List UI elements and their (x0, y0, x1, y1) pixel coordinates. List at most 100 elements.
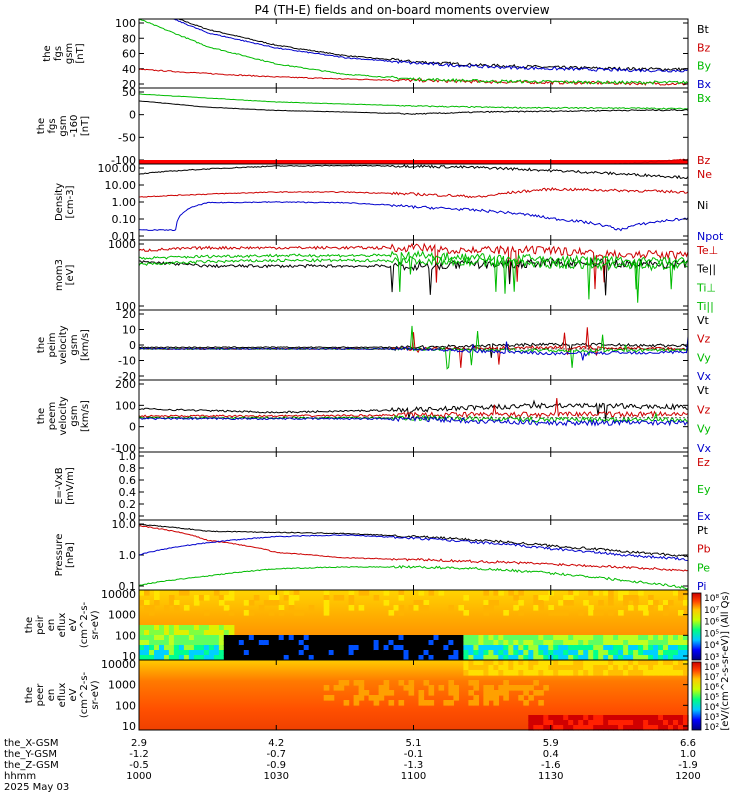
spectrogram-cell (648, 650, 654, 656)
spectrogram-cell (154, 595, 160, 601)
panel-tick-label: 1000 (108, 238, 136, 251)
spectrogram-cell (323, 655, 330, 661)
panel-tick-label: 80 (122, 32, 136, 45)
spectrogram-cell (543, 635, 549, 641)
panel-frame (138, 239, 689, 311)
spectrogram-cell (308, 635, 315, 641)
spectrogram-cell (468, 680, 474, 686)
spectrogram-cell (323, 645, 330, 651)
legend-entry: Bz (697, 154, 711, 167)
spectrogram-cell (383, 650, 390, 656)
spectrogram-cell (428, 640, 435, 646)
spectrogram-cell (508, 640, 514, 646)
spectrogram-cell (538, 645, 544, 651)
spectrogram-cell (383, 680, 390, 686)
spectrogram-cell (588, 670, 594, 676)
spectrogram-cell (543, 660, 549, 666)
spectrogram-cell (593, 660, 599, 666)
spectrogram-cell (558, 720, 564, 726)
spectrogram-cell (208, 645, 215, 651)
spectrogram-cell (533, 665, 539, 671)
spectrogram-cell (538, 660, 544, 666)
spectrogram-cell (608, 725, 614, 731)
spectrogram-cell (498, 685, 504, 691)
spectrogram-cell (508, 650, 514, 656)
spectrogram-cell (523, 685, 529, 691)
spectrogram-cell (448, 650, 454, 656)
colorbar-tick-label: 10⁸ (704, 663, 719, 673)
spectrogram-cell (173, 630, 180, 636)
spectrogram-cell (408, 640, 415, 646)
series-line-Vz (139, 397, 688, 420)
spectrogram-cell (263, 650, 270, 656)
spectrogram-cell (253, 655, 260, 661)
xaxis-value-y: -0.1 (404, 749, 424, 760)
legend-entry: Vy (697, 351, 711, 364)
spectrogram-cell (403, 650, 410, 656)
spectrogram-cell (438, 640, 445, 646)
spectrogram-cell (453, 685, 459, 691)
spectrogram-cell (658, 605, 664, 611)
spectrogram-cell (159, 655, 165, 661)
spectrogram-cell (383, 690, 390, 696)
colorbar-tick-label: 10³ (704, 713, 719, 723)
spectrogram-cell (528, 670, 534, 676)
spectrogram-cell (383, 635, 390, 641)
spectrogram-cell (683, 660, 689, 666)
spectrogram-cell (333, 640, 340, 646)
spectrogram-cell (648, 655, 654, 661)
spectrogram-cell (144, 605, 150, 611)
spectrogram-cell (413, 605, 420, 611)
spectrogram-cell (393, 605, 400, 611)
spectrogram-cell (278, 610, 285, 616)
spectrogram-cell (603, 635, 609, 641)
spectrogram-cell (333, 650, 340, 656)
spectrogram-cell (338, 635, 345, 641)
spectrogram-cell (333, 645, 340, 651)
spectrogram-cell (558, 610, 564, 616)
spectrogram-cell (623, 670, 629, 676)
spectrogram-cell (428, 655, 435, 661)
panel-tick-label: 0.2 (119, 498, 137, 511)
spectrogram-cell (568, 670, 574, 676)
spectrogram-cell (558, 640, 564, 646)
spectrogram-cell (198, 645, 205, 651)
spectrogram-cell (653, 670, 659, 676)
spectrogram-cell (518, 645, 524, 651)
spectrogram-cell (608, 595, 614, 601)
spectrogram-cell (648, 720, 654, 726)
spectrogram-cell (218, 635, 225, 641)
spectrogram-cell (463, 595, 469, 601)
spectrogram-cell (643, 645, 649, 651)
spectrogram-cells (139, 590, 689, 661)
spectrogram-cell (443, 655, 449, 661)
spectrogram-cell (198, 635, 205, 641)
spectrogram-cell (233, 640, 240, 646)
spectrogram-cell (144, 655, 150, 661)
series-group (139, 164, 688, 232)
legend-entry: Vx (697, 370, 712, 383)
spectrogram-cell (568, 600, 574, 606)
spectrogram-cell (438, 650, 445, 656)
spectrogram-cell (513, 645, 519, 651)
panel-tick-label: 0.0 (119, 510, 137, 523)
spectrogram-cell (503, 695, 509, 701)
spectrogram-cell (508, 685, 514, 691)
spectrogram-cell (503, 645, 509, 651)
spectrogram-cell (398, 635, 405, 641)
spectrogram-cell (438, 635, 445, 641)
spectrogram-cell (413, 645, 420, 651)
spectrogram-cell (528, 650, 534, 656)
spectrogram-cell (638, 725, 644, 731)
spectrogram-cell (683, 645, 689, 651)
panel-tick-label: 1000 (108, 609, 136, 622)
spectrogram-cell (643, 715, 649, 721)
spectrogram-cell (164, 640, 170, 646)
spectrogram-cell (638, 605, 644, 611)
spectrogram-cell (228, 610, 235, 616)
spectrogram-cell (483, 700, 489, 706)
spectrogram-cell (313, 645, 320, 651)
spectrogram-cell (293, 655, 300, 661)
spectrogram-cell (673, 635, 679, 641)
spectrogram-cell (498, 670, 504, 676)
